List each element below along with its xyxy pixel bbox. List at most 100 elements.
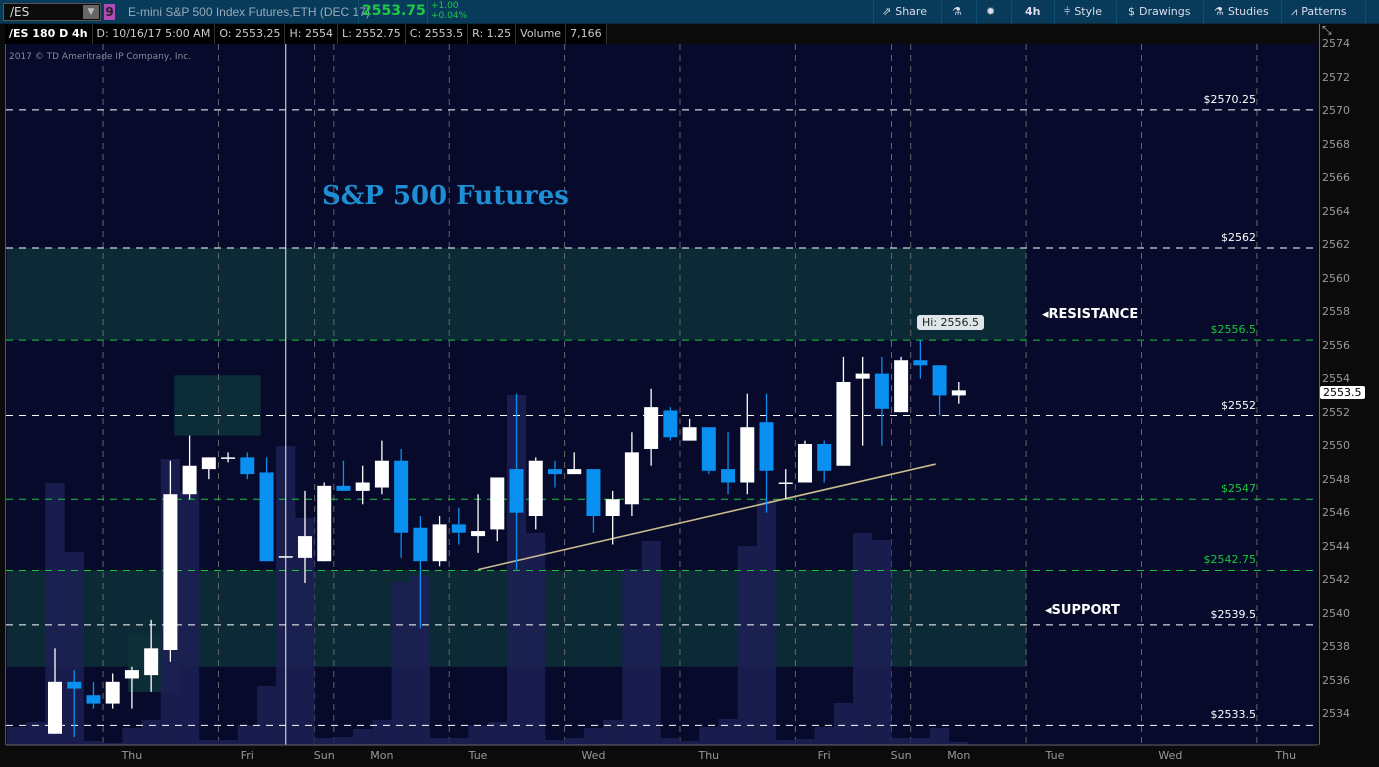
- candle-up: [124, 670, 139, 679]
- price-level-label: $2533.5: [1210, 708, 1257, 722]
- volume-bar: [699, 727, 719, 745]
- volume-bar: [833, 703, 854, 745]
- x-tick-label: Tue: [468, 749, 488, 762]
- flask-button[interactable]: ⚗: [952, 4, 962, 19]
- drawings-button[interactable]: $ Drawings: [1128, 4, 1190, 19]
- y-tick-label: 2566: [1322, 171, 1350, 184]
- y-tick-label: 2538: [1322, 640, 1350, 653]
- volume-bar: [449, 738, 469, 745]
- volume-bar: [333, 737, 354, 745]
- x-tick-label: Sun: [890, 749, 912, 762]
- y-tick-label: 2550: [1322, 439, 1350, 452]
- candle-down: [913, 360, 928, 366]
- candle-up: [644, 407, 659, 449]
- volume-bar: [756, 500, 777, 745]
- studies-label: Studies: [1227, 5, 1269, 18]
- link-group-badge[interactable]: 9: [104, 4, 115, 20]
- change-value: +1.00: [431, 1, 459, 11]
- candle-up: [836, 382, 851, 466]
- volume-bar: [487, 722, 507, 745]
- volume-readout: 7,166: [566, 24, 607, 44]
- dollar-icon: $: [1128, 5, 1135, 18]
- candle-up: [471, 531, 486, 537]
- candle-down: [336, 485, 351, 491]
- volume-bar: [430, 738, 450, 745]
- style-button[interactable]: ⫩ Style: [1064, 4, 1102, 19]
- price-level-label: $2556.5: [1210, 323, 1257, 337]
- volume-bar: [372, 720, 392, 745]
- candle-up: [778, 482, 793, 484]
- volume-bar: [949, 742, 969, 745]
- chevron-down-icon[interactable]: ▼: [83, 5, 99, 19]
- change-percent: +0.04%: [431, 11, 468, 21]
- price-level-label: $2552: [1221, 398, 1256, 412]
- studies-button[interactable]: ⚗ Studies: [1214, 4, 1269, 19]
- candle-down: [721, 469, 736, 483]
- candle-down: [547, 469, 562, 475]
- volume-bar: [545, 740, 565, 745]
- share-button[interactable]: ⇗ Share: [882, 4, 927, 19]
- price-axis[interactable]: [1319, 24, 1379, 745]
- patterns-button[interactable]: ⩘ Patterns: [1291, 4, 1347, 19]
- candle-down: [259, 472, 274, 562]
- volume-bar: [679, 741, 700, 745]
- x-tick-label: Fri: [240, 749, 254, 762]
- x-tick-label: Thu: [121, 749, 143, 762]
- candle-up: [855, 373, 870, 379]
- symbol-input[interactable]: /ES ▼: [3, 3, 101, 21]
- candle-up: [528, 460, 543, 516]
- price-level-label: $2562: [1221, 231, 1256, 244]
- y-tick-label: 2536: [1322, 673, 1350, 687]
- volume-bar: [83, 741, 104, 745]
- flask-icon: ⚗: [952, 5, 962, 18]
- volume-bar: [853, 533, 873, 745]
- candle-up: [144, 648, 159, 676]
- resistance-zone: [6, 248, 1027, 341]
- y-tick-label: 2560: [1322, 271, 1350, 285]
- drawings-label: Drawings: [1139, 5, 1191, 18]
- current-price-marker: 2553.5: [1320, 386, 1365, 399]
- candle-up: [163, 494, 178, 650]
- candle-up: [317, 485, 332, 562]
- timeframe-button[interactable]: 4h: [1025, 5, 1041, 18]
- open-readout: O: 2553.25: [215, 24, 286, 44]
- last-price: 2553.75: [362, 3, 426, 19]
- high-readout: H: 2554: [285, 24, 338, 44]
- candle-down: [86, 695, 101, 704]
- candle-up: [355, 482, 370, 491]
- ohlc-info-bar: /ES 180 D 4h D: 10/16/17 5:00 AM O: 2553…: [5, 24, 607, 44]
- flask-icon: ⚗: [1214, 5, 1224, 18]
- y-tick-label: 2570: [1322, 104, 1350, 117]
- volume-bar: [929, 728, 950, 745]
- volume-bar: [256, 686, 277, 745]
- resistance-annotation: ◂RESISTANCE: [1042, 307, 1139, 322]
- price-level-label: $2542.75: [1203, 553, 1257, 567]
- volume-bar: [353, 729, 373, 745]
- x-tick-label: Wed: [581, 749, 606, 762]
- volume-bar: [218, 740, 238, 745]
- candle-up: [951, 390, 966, 396]
- candle-down: [509, 469, 524, 513]
- candle-up: [432, 524, 447, 562]
- volume-bar: [737, 546, 757, 745]
- volume-bar: [6, 727, 27, 745]
- candle-down: [67, 681, 82, 689]
- chart-settings-label[interactable]: /ES 180 D 4h: [5, 24, 93, 44]
- share-label: Share: [895, 5, 927, 18]
- y-tick-label: 2568: [1322, 137, 1350, 151]
- volume-bar: [564, 738, 584, 745]
- candle-up: [605, 499, 620, 516]
- x-tick-label: Wed: [1158, 749, 1183, 762]
- instrument-description: E-mini S&P 500 Index Futures,ETH (DEC 17…: [128, 5, 370, 19]
- y-tick-label: 2572: [1322, 70, 1350, 84]
- candle-down: [413, 527, 428, 562]
- low-readout: L: 2552.75: [337, 24, 406, 44]
- volume-bar: [103, 743, 123, 745]
- candle-up: [567, 469, 582, 475]
- settings-button[interactable]: ✹: [986, 4, 995, 19]
- box-zone: [174, 375, 261, 436]
- candle-up: [894, 360, 909, 413]
- candle-up: [797, 443, 812, 483]
- expand-icon[interactable]: ⤡: [1322, 23, 1332, 37]
- candle-up: [48, 681, 62, 734]
